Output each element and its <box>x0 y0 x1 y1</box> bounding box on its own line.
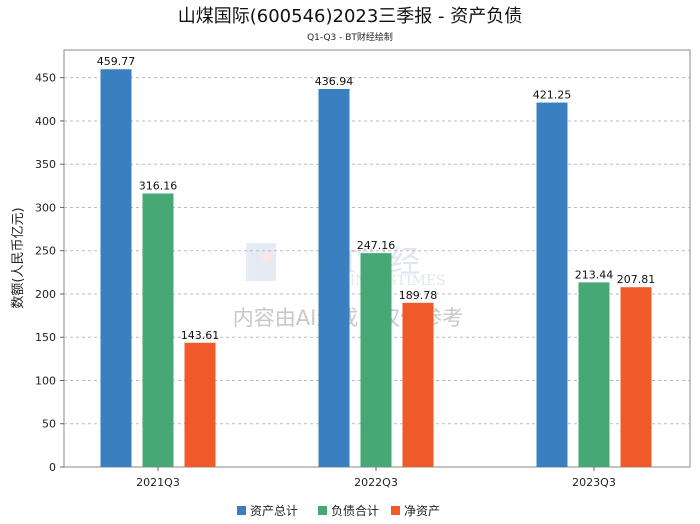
y-tick-label: 200 <box>35 288 56 301</box>
y-tick-label: 0 <box>49 461 56 474</box>
bar <box>536 102 568 468</box>
bar <box>578 282 610 467</box>
legend-label: 资产总计 <box>250 504 298 518</box>
y-axis-label: 数额(人民币亿元) <box>11 207 26 308</box>
y-tick-label: 400 <box>35 115 56 128</box>
bar <box>184 342 216 467</box>
data-label: 189.78 <box>399 289 438 302</box>
y-tick-label: 100 <box>35 374 56 387</box>
legend-label: 负债合计 <box>331 503 379 518</box>
data-label: 436.94 <box>315 75 354 88</box>
x-tick-label: 2022Q3 <box>354 476 398 489</box>
legend-label: 净资产 <box>404 504 440 518</box>
data-label: 143.61 <box>181 329 220 342</box>
y-tick-label: 350 <box>35 158 56 171</box>
y-tick-label: 250 <box>35 245 56 258</box>
legend-swatch <box>391 506 400 515</box>
bar <box>620 287 652 467</box>
chart-title: 山煤国际(600546)2023三季报 - 资产负债 <box>178 6 523 27</box>
bar <box>142 193 174 467</box>
legend-swatch <box>318 506 327 515</box>
chart-subtitle: Q1-Q3 - BT财经绘制 <box>307 31 393 43</box>
data-label: 207.81 <box>617 273 656 286</box>
data-label: 316.16 <box>139 179 178 192</box>
x-tick-label: 2021Q3 <box>136 476 180 489</box>
y-tick-label: 300 <box>35 201 56 214</box>
data-label: 421.25 <box>533 89 572 102</box>
bar <box>318 88 350 467</box>
bar <box>100 69 132 467</box>
data-label: 247.16 <box>357 239 396 252</box>
data-label: 213.44 <box>575 268 614 281</box>
y-tick-label: 150 <box>35 331 56 344</box>
x-tick-label: 2023Q3 <box>572 476 616 489</box>
bar <box>402 302 434 467</box>
y-tick-label: 450 <box>35 72 56 85</box>
legend-swatch <box>237 506 246 515</box>
y-tick-label: 50 <box>42 418 56 431</box>
data-label: 459.77 <box>97 55 136 68</box>
bar <box>360 253 392 467</box>
